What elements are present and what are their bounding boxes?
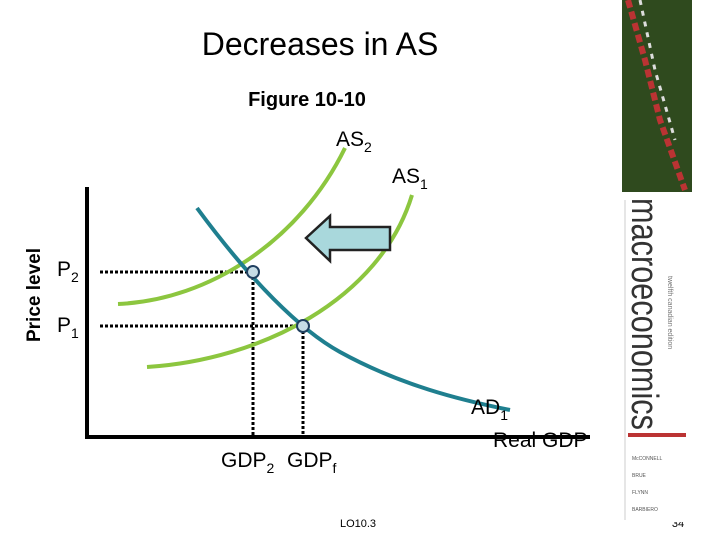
x-axis-label: Real GDP: [493, 429, 588, 452]
p2-label: P2: [57, 258, 79, 285]
author: McCONNELL: [632, 456, 663, 462]
equilibrium-point: [246, 265, 260, 279]
book-cover: macroeconomics twelfth canadian edition …: [622, 0, 692, 522]
title: Decreases in AS: [202, 26, 439, 62]
as1-curve: [146, 194, 414, 369]
gdp2-label: GDP2: [221, 449, 275, 476]
as2-curve: [117, 147, 347, 306]
figure-label: Figure 10-10: [248, 89, 366, 111]
axes: [85, 187, 590, 439]
ad1-label: AD1: [471, 396, 508, 423]
book-edition: twelfth canadian edition: [666, 276, 673, 349]
equilibrium-point: [296, 319, 310, 333]
author: FLYNN: [632, 490, 648, 496]
as2-label: AS2: [336, 128, 372, 155]
learning-objective: LO10.3: [340, 518, 376, 530]
author: BRUE: [632, 473, 647, 479]
shift-arrow: [304, 213, 392, 264]
ad-curve: [195, 206, 511, 412]
y-axis-label: Price level: [24, 248, 45, 342]
book-title: macroeconomics: [623, 198, 665, 430]
gdpf-label: GDPf: [287, 449, 337, 476]
as1-label: AS1: [392, 165, 428, 192]
p1-label: P1: [57, 314, 79, 341]
author: BARBIERO: [632, 507, 658, 513]
